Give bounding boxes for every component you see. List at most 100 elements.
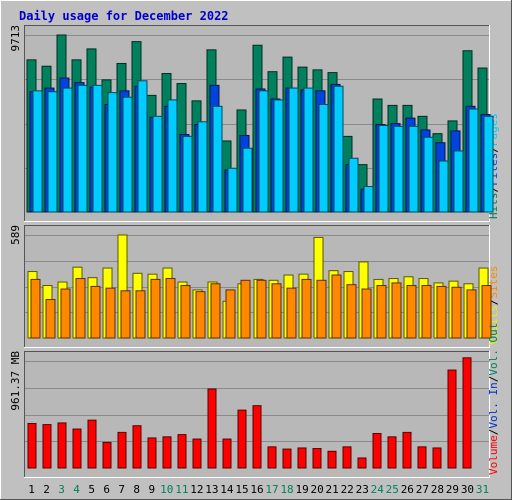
y-axis-label-part: / bbox=[487, 376, 500, 383]
bar-volume-day-2 bbox=[42, 424, 52, 469]
bar-volume-day-24 bbox=[372, 432, 382, 469]
bar-sites-day-21 bbox=[331, 274, 342, 339]
x-tick-label: 30 bbox=[461, 483, 474, 496]
y-axis-label-part: / bbox=[487, 299, 500, 306]
bar-volume-day-18 bbox=[282, 448, 292, 469]
bar-volume-day-21 bbox=[327, 450, 337, 469]
y-axis-label-part: Vol. In bbox=[487, 382, 500, 428]
bar-sites-day-30 bbox=[466, 289, 477, 339]
bar-volume-day-19 bbox=[297, 447, 307, 469]
y-axis-label-part: Volume bbox=[487, 435, 500, 475]
bar-volume-day-25 bbox=[387, 436, 397, 469]
bar-pages-day-24 bbox=[378, 124, 389, 213]
x-tick-label: 12 bbox=[190, 483, 203, 496]
bar-sites-day-29 bbox=[451, 286, 462, 339]
bar-sites-day-27 bbox=[421, 285, 432, 339]
bar-volume-day-15 bbox=[237, 409, 247, 469]
bar-pages-day-1 bbox=[32, 90, 43, 213]
bar-sites-day-18 bbox=[286, 287, 297, 339]
bar-pages-day-9 bbox=[152, 115, 163, 213]
y-axis-label-part: Vol. Out bbox=[487, 323, 500, 376]
x-tick-label: 29 bbox=[446, 483, 459, 496]
bar-pages-day-28 bbox=[438, 160, 449, 213]
bar-sites-day-1 bbox=[30, 278, 41, 339]
bar-sites-day-24 bbox=[376, 285, 387, 339]
x-tick-label: 7 bbox=[118, 483, 125, 496]
bar-pages-day-4 bbox=[77, 84, 88, 213]
y-axis-label: Volume/Vol. In/Vol. Out bbox=[487, 323, 500, 475]
bar-sites-day-7 bbox=[120, 290, 131, 339]
bar-pages-day-8 bbox=[137, 80, 148, 213]
bar-sites-day-5 bbox=[90, 285, 101, 339]
bar-volume-day-14 bbox=[222, 438, 232, 469]
bar-pages-day-22 bbox=[348, 157, 359, 213]
bar-sites-day-13 bbox=[210, 283, 221, 339]
bar-sites-day-9 bbox=[150, 278, 161, 339]
bar-sites-day-6 bbox=[105, 287, 116, 339]
bar-sites-day-2 bbox=[45, 299, 56, 339]
bar-pages-day-18 bbox=[288, 87, 299, 213]
bar-pages-day-7 bbox=[122, 96, 133, 213]
x-tick-label: 22 bbox=[341, 483, 354, 496]
bar-sites-day-26 bbox=[406, 285, 417, 339]
bar-volume-day-1 bbox=[27, 422, 37, 469]
x-tick-label: 24 bbox=[371, 483, 385, 496]
bar-pages-day-16 bbox=[258, 90, 269, 213]
bar-volume-day-10 bbox=[162, 436, 172, 469]
bar-pages-day-20 bbox=[318, 103, 329, 213]
bar-pages-day-14 bbox=[227, 167, 238, 213]
bar-volume-day-27 bbox=[417, 446, 427, 469]
bar-volume-day-11 bbox=[177, 434, 187, 469]
y-tick-label: 961.37 MB bbox=[9, 351, 22, 411]
bar-sites-day-20 bbox=[316, 279, 327, 339]
bar-sites-day-3 bbox=[60, 288, 71, 339]
bar-pages-day-29 bbox=[453, 150, 464, 213]
x-tick-label: 20 bbox=[311, 483, 324, 496]
bar-sites-day-16 bbox=[256, 279, 267, 339]
bar-volume-day-3 bbox=[57, 422, 67, 469]
bar-sites-day-23 bbox=[361, 288, 372, 339]
bar-volume-day-23 bbox=[357, 457, 367, 469]
bar-pages-day-27 bbox=[423, 136, 434, 213]
x-tick-label: 23 bbox=[356, 483, 369, 496]
x-tick-label: 28 bbox=[431, 483, 444, 496]
x-tick-label: 1 bbox=[28, 483, 35, 496]
bar-pages-day-2 bbox=[47, 91, 58, 213]
bar-pages-day-6 bbox=[107, 92, 118, 213]
x-tick-label: 2 bbox=[43, 483, 50, 496]
x-tick-label: 17 bbox=[265, 483, 278, 496]
bar-sites-day-12 bbox=[195, 291, 206, 339]
panels: 9713Hits/Files/Pages589Visits/Sites 961.3… bbox=[9, 25, 500, 478]
bar-sites-day-31 bbox=[481, 285, 492, 339]
bar-volume-day-30 bbox=[462, 357, 472, 469]
bar-volume-day-28 bbox=[432, 447, 442, 469]
bar-pages-day-13 bbox=[212, 105, 223, 213]
bar-sites-day-8 bbox=[135, 290, 146, 339]
bar-volume-day-7 bbox=[117, 431, 127, 469]
bar-pages-day-30 bbox=[468, 108, 479, 213]
x-tick-label: 11 bbox=[175, 483, 188, 496]
x-tick-label: 3 bbox=[58, 483, 65, 496]
bar-sites-day-4 bbox=[75, 278, 86, 339]
y-tick-label: 589 bbox=[9, 225, 22, 245]
chart-title: Daily usage for December 2022 bbox=[19, 9, 229, 23]
bar-sites-day-17 bbox=[271, 283, 282, 339]
series-volume bbox=[27, 357, 472, 469]
x-tick-label: 8 bbox=[133, 483, 140, 496]
bar-pages-day-11 bbox=[182, 135, 193, 213]
panel-hits: 9713Hits/Files/Pages bbox=[9, 25, 500, 222]
x-tick-label: 25 bbox=[386, 483, 399, 496]
bar-sites-day-15 bbox=[240, 279, 251, 339]
bar-pages-day-31 bbox=[483, 115, 494, 213]
bar-sites-day-11 bbox=[180, 285, 191, 339]
bar-sites-day-22 bbox=[346, 284, 357, 339]
x-axis: 1 2 3 4 5 6 7 8 9 10 11 12 13 14 15 16 17 18 19 20 21 22 23 24 2… bbox=[28, 483, 489, 496]
x-tick-label: 27 bbox=[416, 483, 429, 496]
bar-volume-day-26 bbox=[402, 431, 412, 469]
bar-sites-day-28 bbox=[436, 285, 447, 339]
bar-volume-day-29 bbox=[447, 369, 457, 469]
bar-sites-day-25 bbox=[391, 282, 402, 339]
x-tick-label: 10 bbox=[160, 483, 173, 496]
